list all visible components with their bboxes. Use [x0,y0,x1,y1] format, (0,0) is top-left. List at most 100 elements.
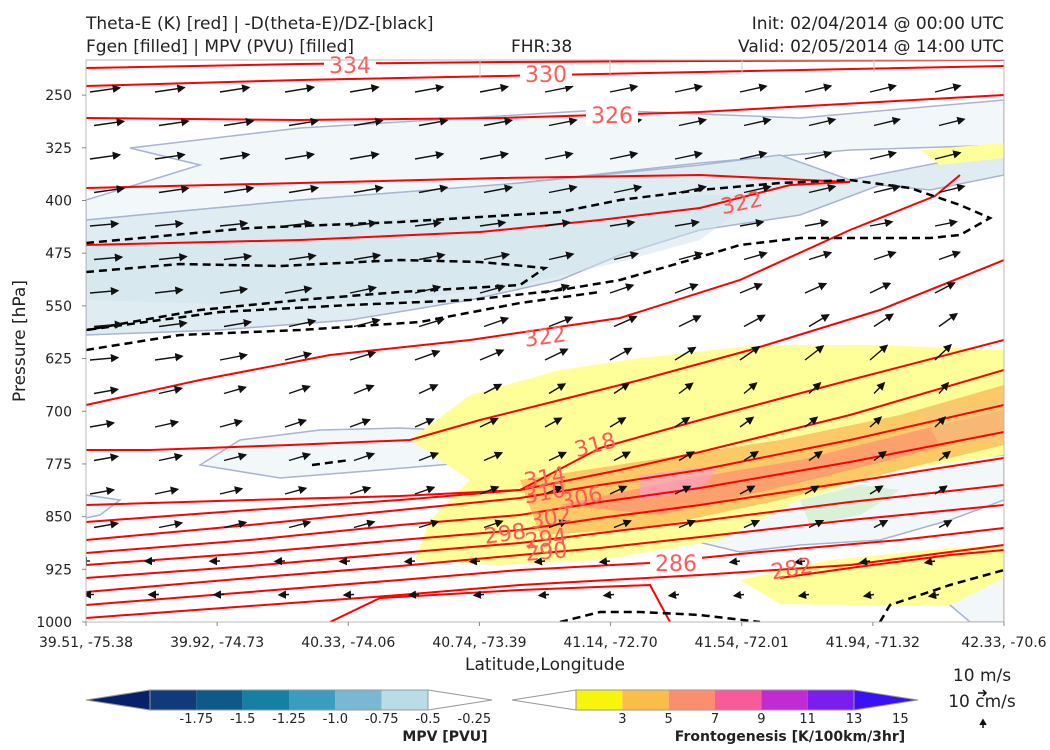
wind-vector [674,346,697,361]
theta-e-label: 330 [525,63,567,88]
wind-vector [739,345,761,361]
wind-reference-label-ms: 10 m/s [953,666,1011,686]
frontogenesis-colorbar-title: Frontogenesis [K/100km/3hr] [675,729,905,745]
wind-vector [743,117,772,127]
wind-vector [158,118,190,127]
wind-vector [472,590,485,599]
wind-vector [158,253,188,262]
wind-vector [223,452,248,462]
wind-vector [414,485,436,495]
wind-vector [414,349,441,361]
wind-vector [479,150,510,160]
wind-vector [349,151,380,160]
wind-vector [873,313,894,328]
colorbar-tick-label: 5 [665,712,673,727]
y-tick-label: 925 [45,562,72,578]
wind-vector [544,417,563,428]
theta-e-label: 298 [483,519,528,550]
x-tick-label: 40.74, -73.39 [432,635,526,651]
wind-vector [89,486,116,496]
wind-vector [873,250,897,261]
wind-vector [873,381,886,394]
wind-vector [678,382,694,395]
wind-vector [934,282,956,294]
theta-e-contour [86,60,1004,69]
wind-vector [873,450,887,462]
wind-vector [732,590,745,600]
y-tick-label: 475 [45,246,72,262]
x-axis: 39.51, -75.38 39.92, -74.73 40.33, -74.06 4… [39,622,1047,651]
wind-vector [479,83,510,93]
y-tick-label: 550 [45,299,72,315]
wind-reference-arrow-icon [978,689,988,697]
wind-vector [739,83,768,93]
y-tick-label: 250 [45,88,72,104]
y-tick-label: 400 [45,194,72,210]
theta-e-contour [86,181,851,246]
colorbar-tick-label: 13 [846,712,863,727]
dtheta-dz-contour [311,458,351,467]
wind-vector [858,557,871,566]
fgen-region [640,465,720,500]
wind-vector [743,519,761,529]
wind-vector [609,417,627,428]
wind-vector [414,84,445,93]
wind-vector [602,590,615,599]
wind-vector [414,151,445,160]
init-time: Init: 02/04/2014 @ 00:00 UTC [751,14,1004,34]
theta-e-contour [86,369,1004,523]
wind-vector [284,486,308,495]
wind-vector [349,350,377,361]
colorbar-frame [575,689,855,711]
plot-frame [85,59,1005,623]
x-tick-label: 39.92, -74.73 [170,635,264,651]
wind-vector [353,252,382,261]
wind-vector [938,116,966,127]
wind-vector [934,218,958,228]
wind-vector [934,416,947,428]
theta-e-contour [329,583,671,622]
wind-vector [414,417,435,428]
wind-vector [288,318,317,328]
colorbar-frame [149,689,429,711]
wind-vector [219,151,251,160]
dtheta-dz-contour [559,610,761,622]
wind-vector [613,184,643,194]
wind-vector [158,520,184,529]
wind-vector [613,519,632,529]
wind-vector [743,314,766,328]
wind-vector [938,450,951,462]
colorbar-tick-label: 3 [618,712,626,727]
wind-vector [609,347,633,361]
wind-vector [483,451,504,462]
colorbar-segment [807,690,854,710]
dtheta-dz-contour [86,178,993,332]
mpv-colorbar: -1.75 -1.5 -1.25 -1.0 -0.75 -0.5 -0.25 [85,689,493,727]
x-tick-label: 41.14, -72.70 [564,635,658,651]
y-tick-label: 325 [45,141,72,157]
wind-vector [873,520,889,529]
wind-vector [93,253,124,262]
wind-reference-label-cms: 10 cm/s [948,692,1016,712]
wind-vector [678,117,707,127]
colorbar-extend-right [853,689,919,711]
wind-vector [544,83,574,93]
dtheta-dz-contour [878,568,1004,622]
wind-vector [938,312,959,328]
wind-vector [403,557,416,566]
wind-vector [869,83,897,93]
wind-vector-field [86,83,966,600]
wind-vector [89,286,120,296]
theta-e-contour [779,549,1004,579]
wind-vector [808,183,837,194]
y-tick-label: 850 [45,510,72,526]
wind-vector [483,383,503,395]
wind-vector [219,285,249,295]
wind-vector [158,319,188,329]
wind-vector [284,285,313,294]
colorbar-tick-label: 15 [892,712,909,727]
wind-vector [598,557,611,566]
wind-vector [349,84,380,93]
wind-vector [544,150,574,160]
